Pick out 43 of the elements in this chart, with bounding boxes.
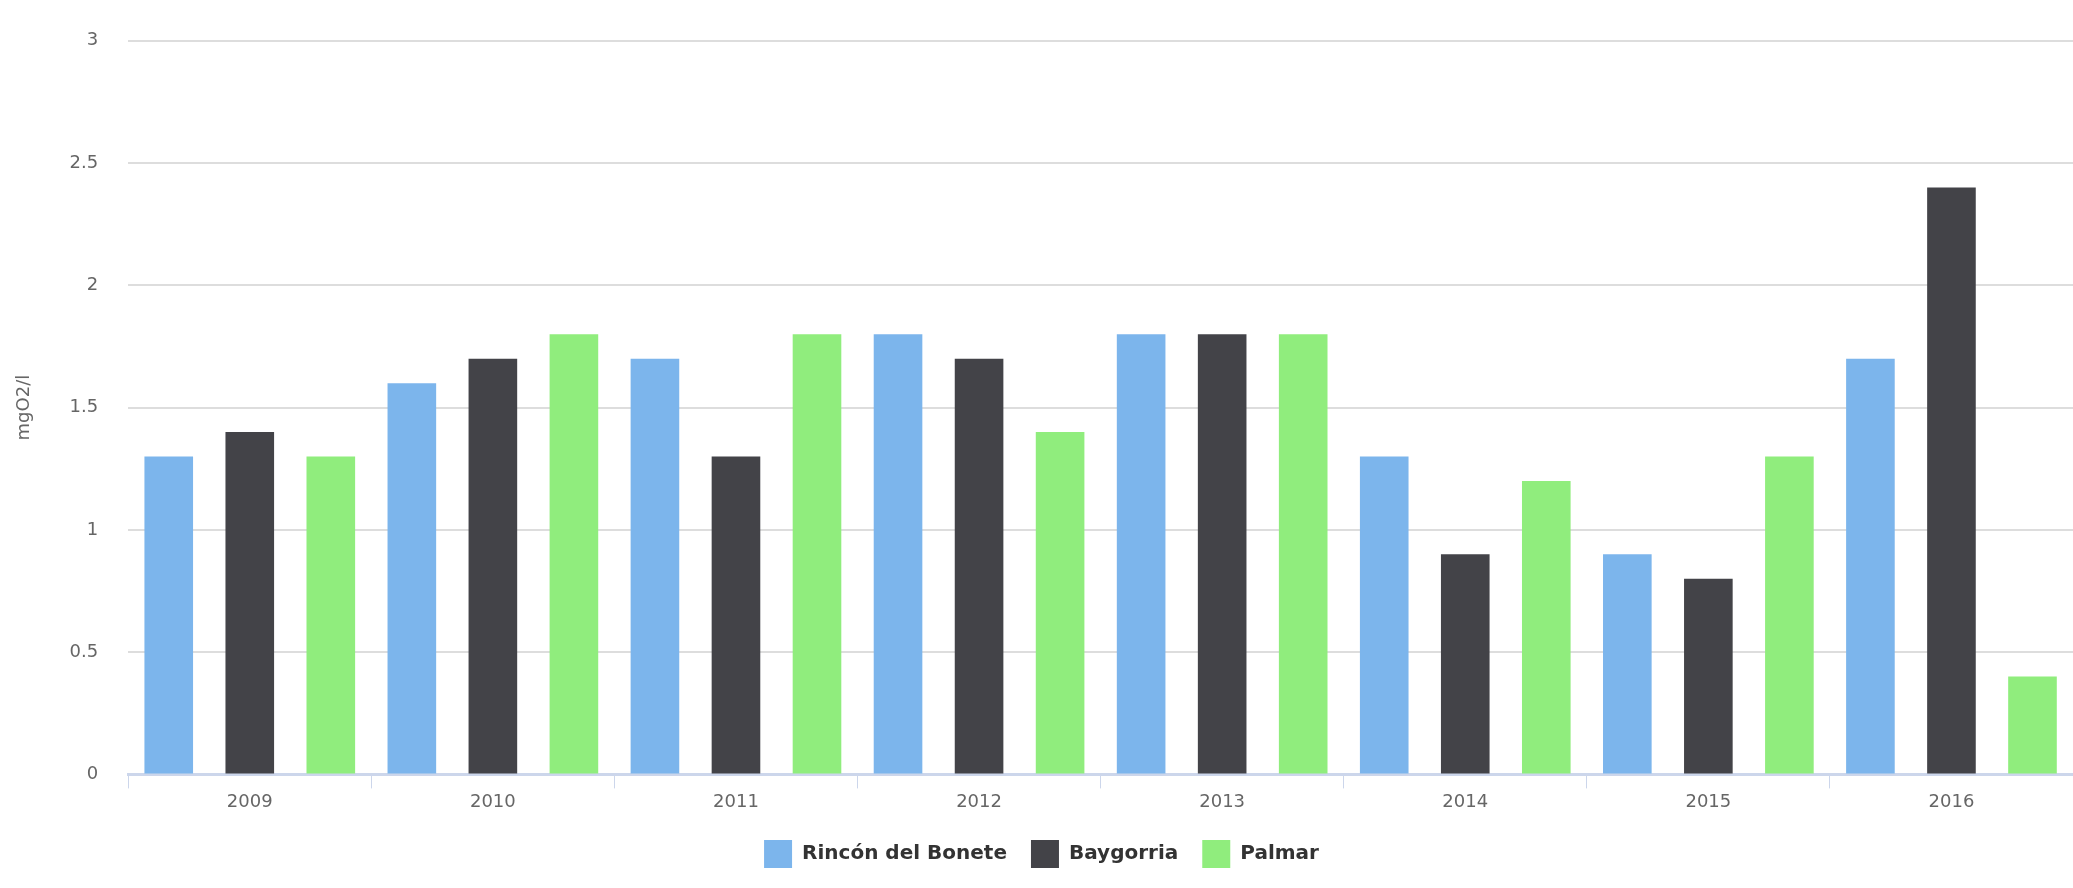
bar — [1359, 456, 1409, 774]
x-tick-label: 2010 — [469, 789, 516, 811]
y-tick-label: 0 — [86, 762, 99, 784]
bar — [144, 456, 194, 774]
x-tick-label: 2016 — [1928, 789, 1975, 811]
bar — [306, 456, 356, 774]
y-axis-title: mgO2/l — [12, 374, 34, 441]
bar — [1765, 456, 1814, 774]
bar — [2008, 676, 2057, 774]
x-tick-label: 2014 — [1442, 789, 1489, 811]
bar — [1116, 334, 1166, 774]
bar — [549, 334, 599, 774]
bar — [387, 383, 437, 774]
bar — [1684, 578, 1733, 774]
bar — [954, 358, 1004, 774]
y-tick-label: 1.5 — [69, 395, 99, 417]
bar — [1603, 554, 1652, 774]
bar — [1846, 358, 1895, 774]
bar — [225, 432, 275, 774]
x-tick-label: 2015 — [1685, 789, 1732, 811]
legend-label: Palmar — [1240, 840, 1320, 865]
bar — [1927, 187, 1976, 774]
bar — [1035, 432, 1085, 774]
x-tick-label: 2011 — [713, 789, 759, 811]
bar — [1197, 334, 1247, 774]
bar — [873, 334, 923, 774]
bar — [630, 358, 680, 774]
legend-label: Rincón del Bonete — [802, 840, 1007, 865]
y-tick-label: 0.5 — [69, 639, 99, 661]
bar — [1278, 334, 1328, 774]
legend-label: Baygorria — [1068, 840, 1179, 865]
bar — [792, 334, 842, 774]
bar — [1521, 480, 1571, 774]
bar — [711, 456, 761, 774]
x-tick-label: 2009 — [226, 789, 273, 811]
y-tick-label: 2 — [86, 273, 99, 295]
y-tick-label: 3 — [86, 28, 99, 50]
bar — [468, 358, 518, 774]
y-tick-label: 1 — [86, 517, 99, 539]
x-tick-label: 2013 — [1199, 789, 1246, 811]
y-tick-label: 2.5 — [69, 150, 99, 172]
x-tick-label: 2012 — [956, 789, 1002, 811]
bar — [1440, 554, 1490, 774]
